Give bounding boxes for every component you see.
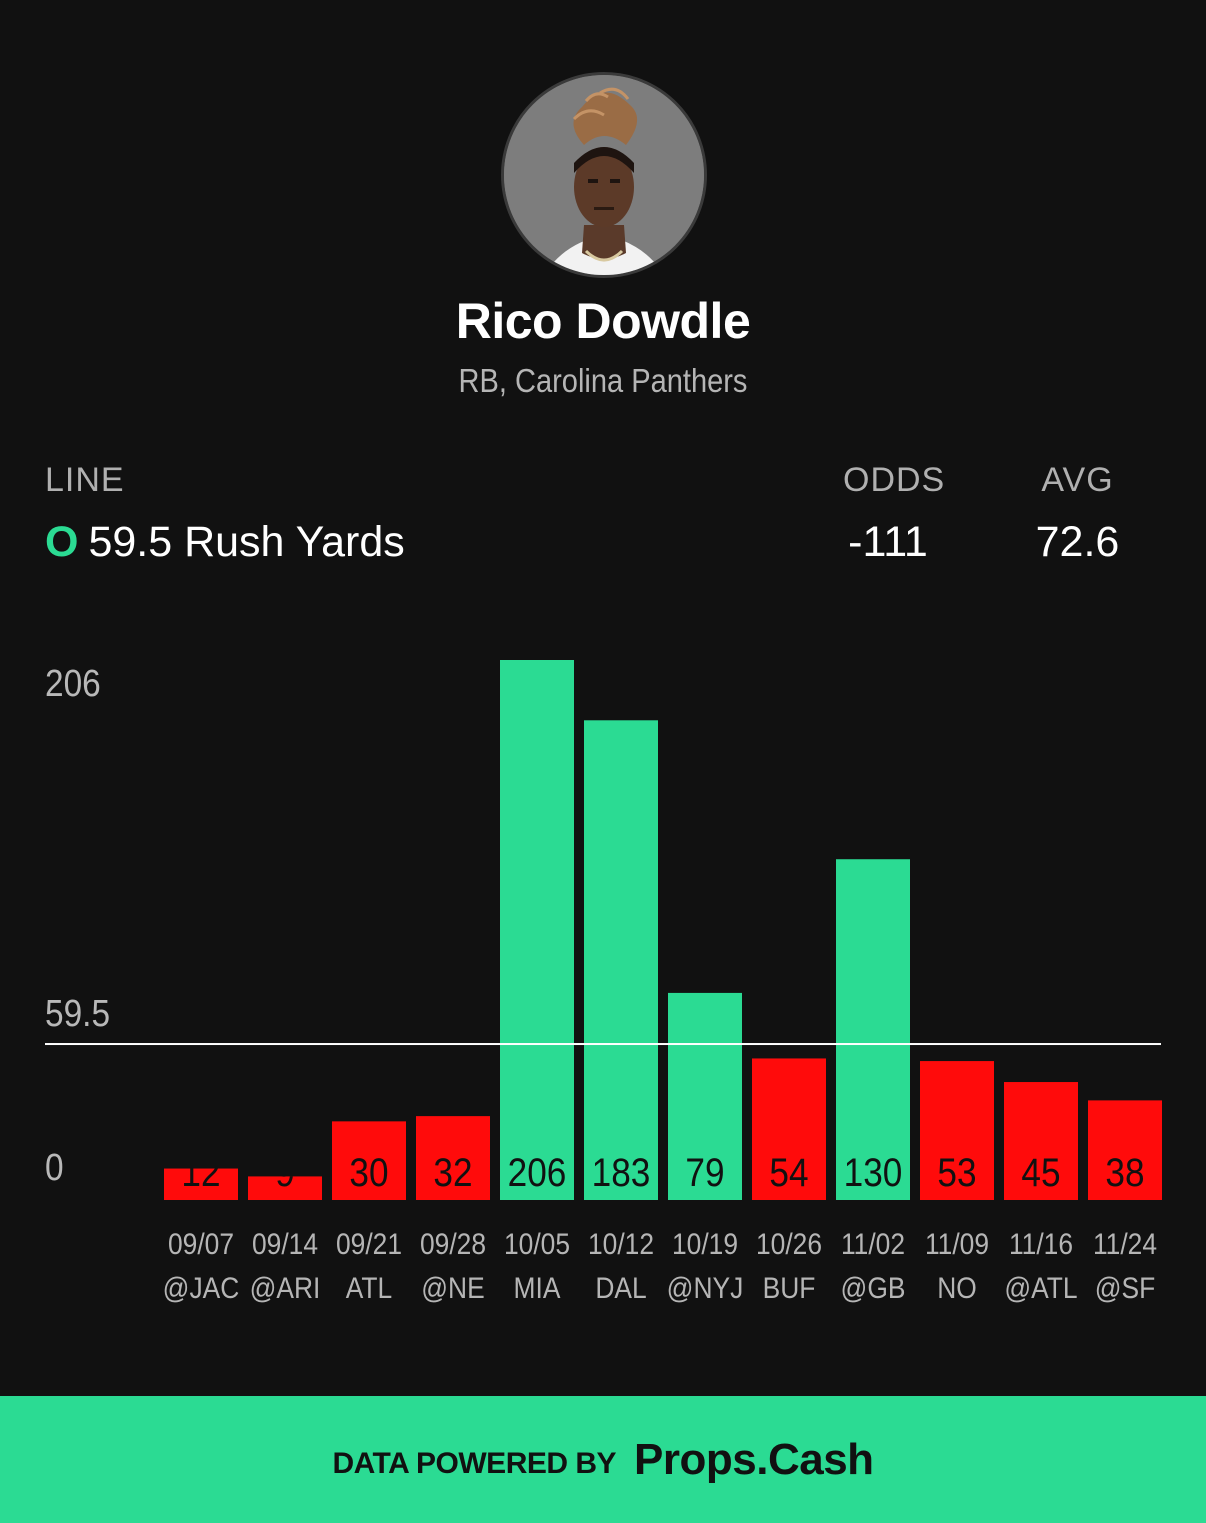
chart-svg: 206 59.5 0 12 9 30 32 206 183 79 54 130 53 45 38 09/07 @… [45, 660, 1162, 1304]
bar-value-label: 45 [1021, 1150, 1060, 1195]
x-opponent-label: @SF [1095, 1270, 1156, 1304]
player-position-team: RB, Carolina Panthers [458, 362, 748, 399]
x-date-label: 11/16 [1009, 1226, 1073, 1260]
bar [1088, 1100, 1162, 1200]
bar [1004, 1082, 1078, 1200]
bar-value-label: 53 [937, 1150, 976, 1195]
x-date-label: 11/09 [925, 1226, 989, 1260]
x-date-label: 09/21 [336, 1226, 402, 1260]
x-opponent-label: @ARI [250, 1270, 321, 1304]
x-opponent-label: ATL [346, 1270, 392, 1304]
bar [248, 1176, 322, 1200]
threshold-line [45, 1043, 1161, 1046]
bar-value-label: 183 [592, 1150, 651, 1195]
line-value: O 59.5 Rush Yards [45, 518, 405, 567]
x-date-label: 09/28 [420, 1226, 486, 1260]
bar [752, 1058, 826, 1200]
bar-value-label: 32 [433, 1150, 472, 1195]
y-tick-label: 0 [45, 1146, 64, 1188]
x-opponent-label: @JAC [163, 1270, 240, 1304]
x-date-label: 10/05 [504, 1226, 570, 1260]
x-opponent-label: DAL [595, 1270, 646, 1304]
bar [836, 859, 910, 1200]
y-tick-label: 206 [45, 662, 101, 704]
x-date-label: 09/07 [168, 1226, 234, 1260]
odds-value: -111 [848, 518, 928, 566]
bar-value-label: 12 [181, 1150, 220, 1195]
bar [332, 1121, 406, 1200]
avg-label: AVG [1041, 461, 1114, 499]
footer-text: DATA POWERED BY [332, 1446, 617, 1480]
x-date-label: 10/26 [756, 1226, 822, 1260]
x-date-label: 10/12 [588, 1226, 654, 1260]
bar [584, 720, 658, 1200]
bar [500, 660, 574, 1200]
bar-value-label: 206 [508, 1150, 567, 1195]
over-indicator: O [45, 518, 79, 566]
footer-brand: Props.Cash [634, 1434, 874, 1484]
bar [920, 1061, 994, 1200]
x-opponent-label: BUF [763, 1270, 816, 1304]
bar-value-label: 79 [685, 1150, 724, 1195]
bar-value-label: 9 [275, 1150, 295, 1195]
line-text: 59.5 Rush Yards [88, 518, 405, 566]
x-date-label: 09/14 [252, 1226, 318, 1260]
player-avatar [501, 72, 707, 278]
bar-value-label: 54 [769, 1150, 808, 1195]
x-date-label: 10/19 [672, 1226, 738, 1260]
x-opponent-label: @GB [841, 1270, 906, 1304]
player-name: Rico Dowdle [455, 293, 751, 349]
bar [668, 992, 742, 1200]
line-label: LINE [45, 461, 125, 499]
x-date-label: 11/02 [841, 1226, 905, 1260]
x-opponent-label: @NE [421, 1270, 484, 1304]
footer-banner: DATA POWERED BY Props.Cash [0, 1396, 1206, 1523]
bar-value-label: 130 [844, 1150, 903, 1195]
bar [416, 1116, 490, 1200]
bar-value-label: 38 [1105, 1150, 1144, 1195]
x-opponent-label: @ATL [1004, 1270, 1077, 1304]
x-opponent-label: MIA [514, 1270, 561, 1304]
player-headshot-icon [504, 75, 704, 275]
bar-value-label: 30 [349, 1150, 388, 1195]
y-tick-label: 59.5 [45, 992, 110, 1034]
game-log-bar-chart: 206 59.5 0 12 9 30 32 206 183 79 54 130 53 45 38 09/07 @… [0, 600, 1206, 1360]
x-date-label: 11/24 [1093, 1226, 1157, 1260]
odds-label: ODDS [843, 461, 946, 499]
x-opponent-label: @NYJ [667, 1270, 744, 1304]
bar [164, 1168, 238, 1200]
avg-value: 72.6 [1035, 518, 1120, 566]
x-opponent-label: NO [937, 1270, 977, 1304]
